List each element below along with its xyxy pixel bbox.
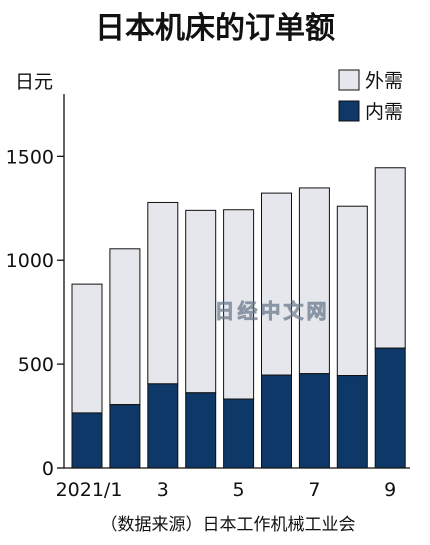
x-tick-label-9: 9	[384, 479, 396, 501]
x-tick-label-1: 2021/1	[56, 479, 123, 501]
bar-foreign-2	[109, 248, 141, 406]
ticks-layer: 2021/1 3 5 7 9 0 500 1000 1500	[6, 146, 397, 501]
bar-foreign-9	[374, 167, 406, 349]
bar-foreign-8	[336, 205, 368, 377]
legend-label-foreign: 外需	[365, 70, 403, 92]
bar-domestic-1	[71, 412, 103, 469]
legend-label-domestic: 内需	[365, 101, 403, 123]
y-axis-unit-label: 日元	[15, 71, 53, 93]
bar-domestic-8	[336, 375, 368, 469]
bar-foreign-1	[71, 283, 103, 414]
source-note: （数据来源）日本工作机械工业会	[101, 515, 356, 535]
watermark-text: 日经中文网	[215, 299, 330, 323]
bar-domestic-4	[185, 392, 217, 469]
legend-swatch-foreign	[338, 69, 360, 91]
bar-foreign-4	[185, 209, 217, 394]
chart-title: 日本机床的订单额	[95, 11, 335, 46]
bar-domestic-6	[261, 374, 292, 469]
bar-foreign-6	[261, 192, 292, 376]
x-tick-label-5: 5	[233, 479, 245, 501]
y-tick-label-3: 1000	[6, 250, 54, 272]
x-tick-label-7: 7	[308, 479, 320, 501]
bar-domestic-9	[374, 347, 406, 469]
bar-domestic-5	[223, 398, 255, 469]
bars-layer	[71, 167, 406, 469]
bar-domestic-7	[298, 373, 330, 469]
bar-foreign-7	[298, 187, 330, 375]
x-tick-label-3: 3	[157, 479, 169, 501]
axes-layer	[57, 94, 410, 469]
y-tick-label-4: 1500	[6, 146, 54, 168]
bar-domestic-2	[109, 404, 141, 469]
y-tick-label-2: 500	[18, 354, 54, 376]
y-tick-label-1: 0	[42, 458, 54, 480]
bar-foreign-3	[147, 201, 179, 385]
bar-domestic-3	[147, 383, 179, 469]
legend-swatch-domestic	[338, 100, 360, 122]
